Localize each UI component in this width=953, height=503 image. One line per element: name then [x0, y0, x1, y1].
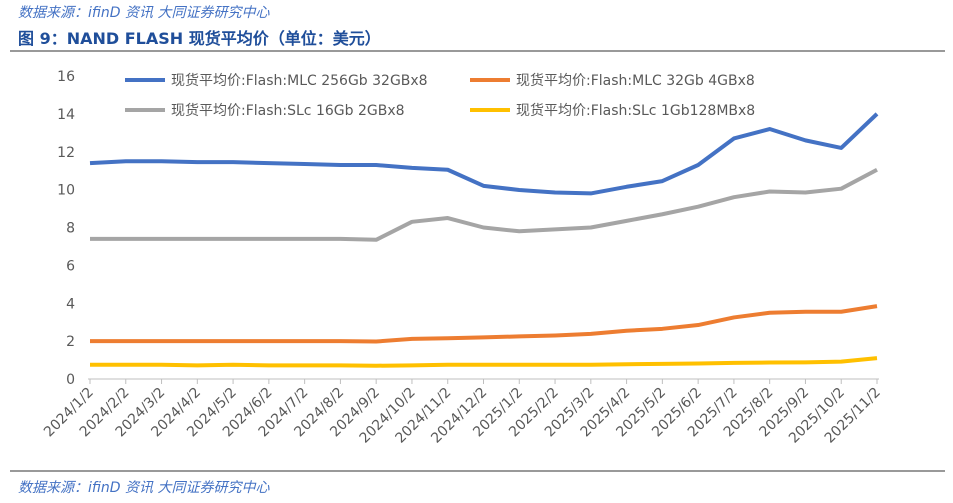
- y-tick-label: 6: [66, 258, 75, 274]
- y-tick-label: 2: [66, 334, 75, 350]
- y-tick-label: 14: [57, 107, 75, 123]
- legend-label: 现货平均价:Flash:MLC 256Gb 32GBx8: [171, 72, 428, 89]
- series-line: [89, 112, 879, 196]
- y-tick-label: 16: [57, 69, 75, 85]
- legend-label: 现货平均价:Flash:SLc 1Gb128MBx8: [516, 102, 755, 119]
- y-tick-label: 0: [66, 372, 75, 388]
- series-line: [90, 304, 878, 344]
- y-tick-label: 12: [57, 145, 75, 161]
- y-tick-label: 8: [66, 221, 75, 237]
- legend-label: 现货平均价:Flash:SLc 16Gb 2GBx8: [171, 102, 405, 119]
- chart-title: 图 9：NAND FLASH 现货平均价（单位：美元）: [18, 29, 381, 48]
- series-line: [90, 356, 878, 368]
- y-tick-label: 10: [57, 183, 75, 199]
- series-line: [90, 167, 878, 242]
- footer-note: 数据来源：ifinD 资讯 大同证券研究中心: [18, 480, 270, 496]
- header-note: 数据来源：ifinD 资讯 大同证券研究中心: [18, 5, 270, 21]
- legend-label: 现货平均价:Flash:MLC 32Gb 4GBx8: [516, 72, 755, 89]
- y-tick-label: 4: [66, 296, 75, 312]
